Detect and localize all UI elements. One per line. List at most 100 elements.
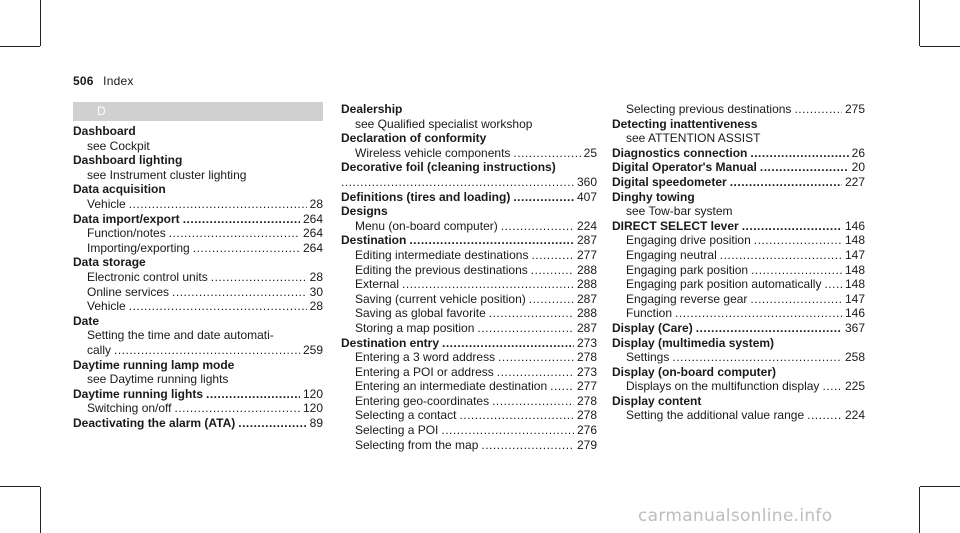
page-ref: 148 [844,233,865,248]
index-heading: Digital Operator's Manual 20 [612,160,865,175]
index-heading: Display (Care) 367 [612,321,865,336]
index-heading: Data acquisition [73,182,166,197]
leader-dots [498,350,574,365]
entry-label: Wireless vehicle components [355,145,511,160]
entry-label: Engaging reverse gear [626,291,748,306]
page-ref: 28 [309,196,323,211]
page-ref: 148 [844,262,865,277]
index-subentry: Online services 30 [73,285,323,300]
entry-label: Entering an intermediate destination [355,379,548,394]
leader-dots [175,401,300,416]
entry-label: Menu (on-board computer) [355,218,498,233]
crop-mark [919,0,920,46]
index-subentry: Switching on/off 120 [73,401,323,416]
entry-label: cally [87,342,112,357]
entry-label: Importing/exporting [87,240,190,255]
index-heading: Declaration of conformity [341,131,487,146]
leader-dots [513,146,580,161]
index-subentry: External 288 [341,277,597,292]
page-ref: 148 [844,277,865,292]
index-subentry: 360 [341,175,597,190]
leader-dots [211,270,307,285]
leader-dots [822,379,842,394]
leader-dots [114,343,300,358]
index-heading: Dealership [341,102,403,116]
index-subentry: Displays on the multifunction display 225 [612,379,865,394]
entry-label: Engaging drive position [626,233,751,248]
page-ref: 278 [576,408,597,423]
index-subentry: Settings 258 [612,350,865,365]
entry-label: Settings [626,350,670,365]
index-subentry: Engaging drive position 148 [612,233,865,248]
index-subentry: Selecting from the map 279 [341,438,597,453]
crop-mark [40,487,41,533]
page-ref: 30 [309,284,323,299]
page-ref: 276 [576,423,597,438]
index-heading: Display (on-board computer) [612,364,777,379]
leader-dots [696,321,842,336]
crop-mark [920,46,960,47]
index-subentry: Saving as global favorite 288 [341,306,597,321]
page-ref: 277 [576,247,597,262]
leader-dots [193,241,300,256]
leader-dots [675,306,842,321]
index-heading: Display (multimedia system) [612,335,775,350]
page-ref: 264 [302,240,323,255]
page-ref: 278 [576,350,597,365]
index-heading: Designs [341,204,388,219]
leader-dots [238,416,306,431]
index-subentry: Entering a 3 word address 278 [341,350,597,365]
index-subentry: Function 146 [612,306,865,321]
leader-dots [129,299,307,314]
page-ref: 227 [844,174,865,189]
leader-dots [492,394,574,409]
leader-dots [481,438,574,453]
page-ref: 264 [302,211,323,226]
leader-dots [531,248,574,263]
page-ref: 287 [576,320,597,335]
entry-label: DIRECT SELECT lever [612,218,739,233]
leader-dots [169,226,300,241]
entry-label: Selecting previous destinations [626,102,792,116]
leader-dots [750,146,848,161]
entry-label: Function [626,306,673,321]
entry-label: Entering geo-coordinates [355,393,490,408]
page-ref: 28 [309,269,323,284]
index-heading: Digital speedometer 227 [612,175,865,190]
entry-label: External [355,277,400,292]
entry-label: Display (Care) [612,320,693,335]
letter-band: D [73,102,323,121]
index-heading: Data import/export 264 [73,212,323,227]
entry-label: Digital speedometer [612,174,727,189]
page-ref: 288 [576,262,597,277]
index-heading: Deactivating the alarm (ATA) 89 [73,416,323,431]
page-ref: 367 [844,320,865,335]
index-subentry: Vehicle 28 [73,197,323,212]
entry-label: Daytime running lights [73,386,204,401]
page-ref: 147 [844,247,865,262]
page-ref: 273 [576,335,597,350]
entry-label: Deactivating the alarm (ATA) [73,415,236,430]
index-column-1: D Dashboard see Cockpit Dashboard lighting… [73,102,323,430]
leader-dots [497,365,574,380]
index-subentry: Editing the previous destinations 288 [341,263,597,278]
index-heading: Daytime running lights 120 [73,387,323,402]
leader-dots [489,306,574,321]
page-ref: 288 [576,277,597,292]
page-ref: 25 [583,145,597,160]
entry-label: Definitions (tires and loading) [341,189,511,204]
leader-dots [513,190,574,205]
index-heading: Diagnostics connection 26 [612,146,865,161]
page-ref: 287 [576,291,597,306]
index-subentry: Entering an intermediate destination 277 [341,379,597,394]
letter-heading: D [97,104,106,118]
index-column-3: Selecting previous destinations 275 Detect… [612,102,865,423]
page-ref: 278 [576,393,597,408]
leader-dots [720,248,842,263]
entry-label: Entering a 3 word address [355,350,496,365]
leader-dots [754,233,842,248]
index-subentry: Storing a map position 287 [341,321,597,336]
index-subentry: see ATTENTION ASSIST [626,131,761,146]
section-title: Index [103,74,134,88]
entry-label: Saving (current vehicle position) [355,291,526,306]
